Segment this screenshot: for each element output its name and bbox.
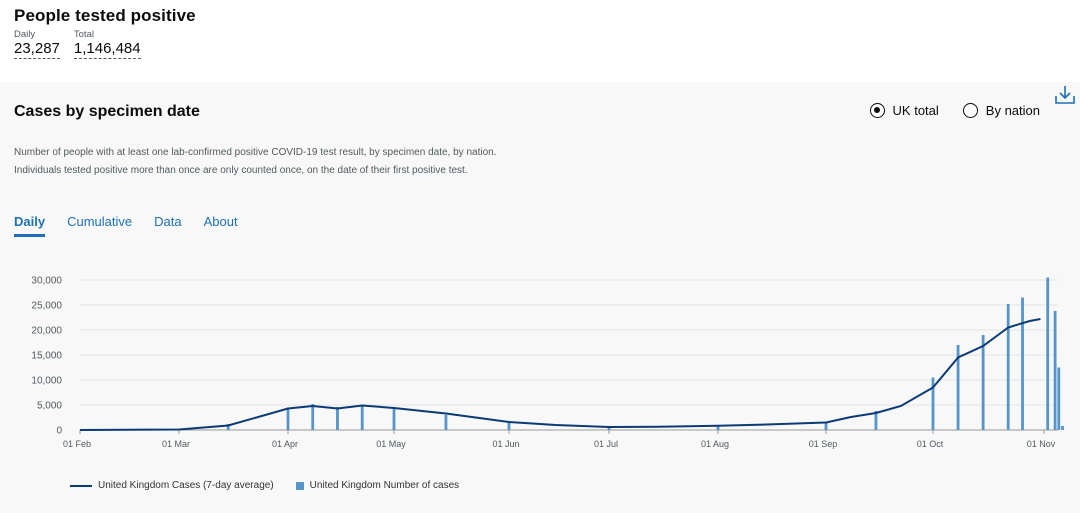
- case-bar: [824, 422, 828, 430]
- case-bar: [444, 415, 448, 430]
- case-bar: [392, 409, 396, 430]
- case-bar: [874, 411, 878, 430]
- daily-metric[interactable]: Daily 23,287: [14, 29, 60, 59]
- chart-legend: United Kingdom Cases (7-day average) Uni…: [70, 480, 459, 491]
- x-tick-label: 01 Mar: [162, 439, 190, 449]
- x-tick-label: 01 Oct: [917, 439, 944, 449]
- y-tick-label: 10,000: [31, 376, 62, 387]
- radio-unselected-icon[interactable]: [962, 103, 978, 118]
- x-tick-label: 01 Sep: [809, 439, 838, 449]
- total-label: Total: [73, 29, 94, 40]
- y-tick-label: 15,000: [31, 351, 62, 362]
- legend-item-cases[interactable]: United Kingdom Number of cases: [295, 480, 460, 491]
- headline-title: People tested positive: [14, 6, 196, 25]
- y-tick-label: 25,000: [31, 301, 62, 312]
- case-bar: [286, 407, 290, 430]
- x-tick-label: 01 Nov: [1027, 439, 1056, 449]
- tab-daily[interactable]: Daily: [14, 214, 46, 237]
- legend-bar-swatch: [295, 481, 304, 490]
- y-tick-label: 20,000: [31, 326, 62, 337]
- card-title: Cases by specimen date: [14, 103, 200, 120]
- area-radio-group: UK total By nation: [869, 103, 1040, 118]
- radio-uk-total[interactable]: UK total: [869, 103, 939, 118]
- tab-about[interactable]: About: [203, 214, 238, 229]
- case-bar: [1006, 304, 1010, 430]
- average-line: [79, 318, 1041, 431]
- download-icon[interactable]: [1054, 84, 1076, 106]
- x-tick-label: 01 Feb: [63, 439, 91, 449]
- case-bar: [607, 427, 611, 430]
- total-metric[interactable]: Total 1,146,484: [73, 29, 141, 59]
- daily-value[interactable]: 23,287: [14, 40, 60, 59]
- headline-panel: People tested positive Daily 23,287 Tota…: [14, 6, 196, 59]
- y-tick-label: 0: [56, 426, 62, 437]
- chart-tabs: Daily Cumulative Data About: [14, 214, 238, 237]
- case-bar: [1053, 311, 1057, 430]
- radio-by-nation[interactable]: By nation: [962, 103, 1040, 118]
- x-tick-label: 01 May: [376, 439, 406, 449]
- cases-chart[interactable]: 0 5,000 10,000 15,000 20,000 25,000 30,000 01 F…: [0, 260, 1080, 470]
- case-bar: [336, 407, 339, 430]
- y-tick-label: 5,000: [37, 401, 62, 412]
- case-bar: [1021, 297, 1024, 430]
- card-description: Number of people with at least one lab-c…: [14, 147, 497, 176]
- case-bar: [716, 425, 720, 430]
- legend-label-average: United Kingdom Cases (7-day average): [98, 480, 274, 491]
- headline-metrics: Daily 23,287 Total 1,146,484: [14, 29, 196, 59]
- legend-label-cases: United Kingdom Number of cases: [309, 480, 460, 491]
- case-bar: [1046, 277, 1050, 430]
- legend-item-average[interactable]: United Kingdom Cases (7-day average): [70, 480, 274, 491]
- x-tick-label: 01 Jul: [594, 439, 618, 449]
- case-bar: [226, 424, 230, 430]
- total-value[interactable]: 1,146,484: [73, 40, 141, 59]
- radio-uk-total-label: UK total: [892, 103, 939, 118]
- x-tick-label: 01 Apr: [272, 439, 298, 449]
- x-tick-label: 01 Aug: [701, 439, 729, 449]
- case-bar: [311, 404, 315, 430]
- legend-line-swatch: [70, 484, 92, 487]
- case-bar: [956, 345, 960, 430]
- tab-cumulative[interactable]: Cumulative: [67, 214, 133, 229]
- case-bar: [981, 335, 985, 430]
- daily-label: Daily: [14, 29, 36, 40]
- case-bar: [507, 422, 511, 430]
- case-bar: [360, 404, 364, 430]
- case-bar: [1057, 367, 1061, 430]
- case-bar: [1061, 426, 1064, 430]
- radio-by-nation-label: By nation: [985, 103, 1040, 118]
- cases-card: Cases by specimen date UK total By natio…: [0, 82, 1080, 513]
- tab-data[interactable]: Data: [154, 214, 182, 229]
- y-tick-label: 30,000: [31, 276, 62, 287]
- radio-selected-icon[interactable]: [869, 103, 885, 118]
- x-tick-label: 01 Jun: [492, 439, 519, 449]
- case-bar: [931, 377, 935, 430]
